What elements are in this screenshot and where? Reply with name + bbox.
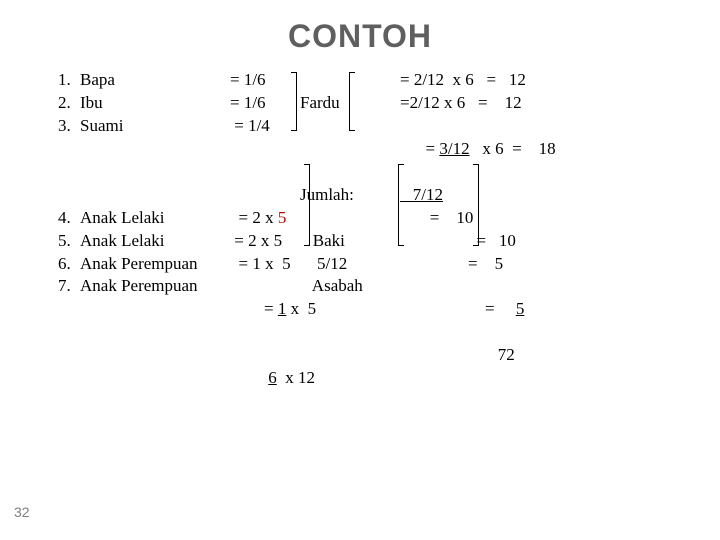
accent-number: 5 — [278, 208, 287, 227]
eq-part: x 6 = 18 — [470, 139, 556, 158]
page-number: 32 — [14, 504, 30, 520]
mid-label: Baki — [300, 230, 400, 253]
equation: = 5 — [400, 275, 580, 344]
table-row: 2. Ibu = 1/6 Fardu =2/12 x 6 = 12 — [58, 92, 720, 115]
equation: = 2/12 x 6 = 12 — [400, 69, 580, 92]
table-row: 6. Anak Perempuan = 1 x 5 5/12 = 5 — [58, 253, 720, 276]
fraction: = 1/6 — [230, 69, 300, 92]
fraction: = 1 x 5 — [230, 275, 300, 344]
equation: =2/12 x 6 = 12 — [400, 92, 580, 115]
equation: = 10 — [400, 230, 580, 253]
row-number: 5. — [58, 230, 80, 253]
eq-part: = — [426, 139, 440, 158]
mid-label — [300, 344, 400, 413]
bracket-icon — [398, 164, 404, 246]
eq-under: 3/12 — [439, 139, 469, 158]
fraction: = 2 x 5 — [230, 230, 300, 253]
table-row: 4. Anak Lelaki = 2 x 5 = 10 — [58, 207, 720, 230]
heir-name: Bapa — [80, 69, 230, 92]
table-row: 1. Bapa = 1/6 = 2/12 x 6 = 12 — [58, 69, 720, 92]
equation: = 3/12 x 6 = 18 — [400, 115, 580, 184]
heir-name — [80, 184, 230, 207]
table-row: Jumlah: 7/12 — [58, 184, 720, 207]
equation: 72 — [400, 344, 580, 413]
bracket-icon — [473, 164, 479, 246]
equation: = 5 — [400, 253, 580, 276]
fraction: = 1/4 — [230, 115, 300, 184]
bracket-icon — [304, 164, 310, 246]
fraction: = 1 x 5 — [230, 253, 300, 276]
heir-name: Ibu — [80, 92, 230, 115]
equation: = 10 — [400, 207, 580, 230]
heir-name: Suami — [80, 115, 230, 184]
row-number: 3. — [58, 115, 80, 184]
bracket-icon — [349, 72, 355, 131]
fraction: = 2 x 5 — [230, 207, 300, 230]
mid-label: Jumlah: — [300, 184, 400, 207]
table-row: 7. Anak Perempuan = 1 x 5 Asabah = 5 — [58, 275, 720, 344]
heir-name: Anak Lelaki — [80, 230, 230, 253]
row-number: 7. — [58, 275, 80, 344]
heir-name: Anak Perempuan — [80, 275, 230, 344]
fraction: = 1/6 — [230, 92, 300, 115]
table-row: 5. Anak Lelaki = 2 x 5 Baki = 10 — [58, 230, 720, 253]
equation: 7/12 — [400, 184, 580, 207]
eq-under: 5 — [516, 299, 525, 318]
row-number: 1. — [58, 69, 80, 92]
row-number — [58, 344, 80, 413]
fraction: 6 x 12 — [230, 344, 300, 413]
table-row: 6 x 12 72 — [58, 344, 720, 413]
row-number: 4. — [58, 207, 80, 230]
heir-name: Anak Perempuan — [80, 253, 230, 276]
bracket-icon — [291, 72, 297, 131]
frac-under: 6 — [268, 368, 277, 387]
row-number: 2. — [58, 92, 80, 115]
heir-name: Anak Lelaki — [80, 207, 230, 230]
slide-title: CONTOH — [0, 0, 720, 69]
mid-label — [300, 207, 400, 230]
heir-name — [80, 344, 230, 413]
row-number: 6. — [58, 253, 80, 276]
fraction — [230, 184, 300, 207]
mid-label: 5/12 — [300, 253, 400, 276]
row-number — [58, 184, 80, 207]
mid-label: Asabah — [300, 275, 400, 344]
table-row: 3. Suami = 1/4 = 3/12 x 6 = 18 — [58, 115, 720, 184]
content-area: 1. Bapa = 1/6 = 2/12 x 6 = 12 2. Ibu = 1… — [58, 69, 720, 413]
